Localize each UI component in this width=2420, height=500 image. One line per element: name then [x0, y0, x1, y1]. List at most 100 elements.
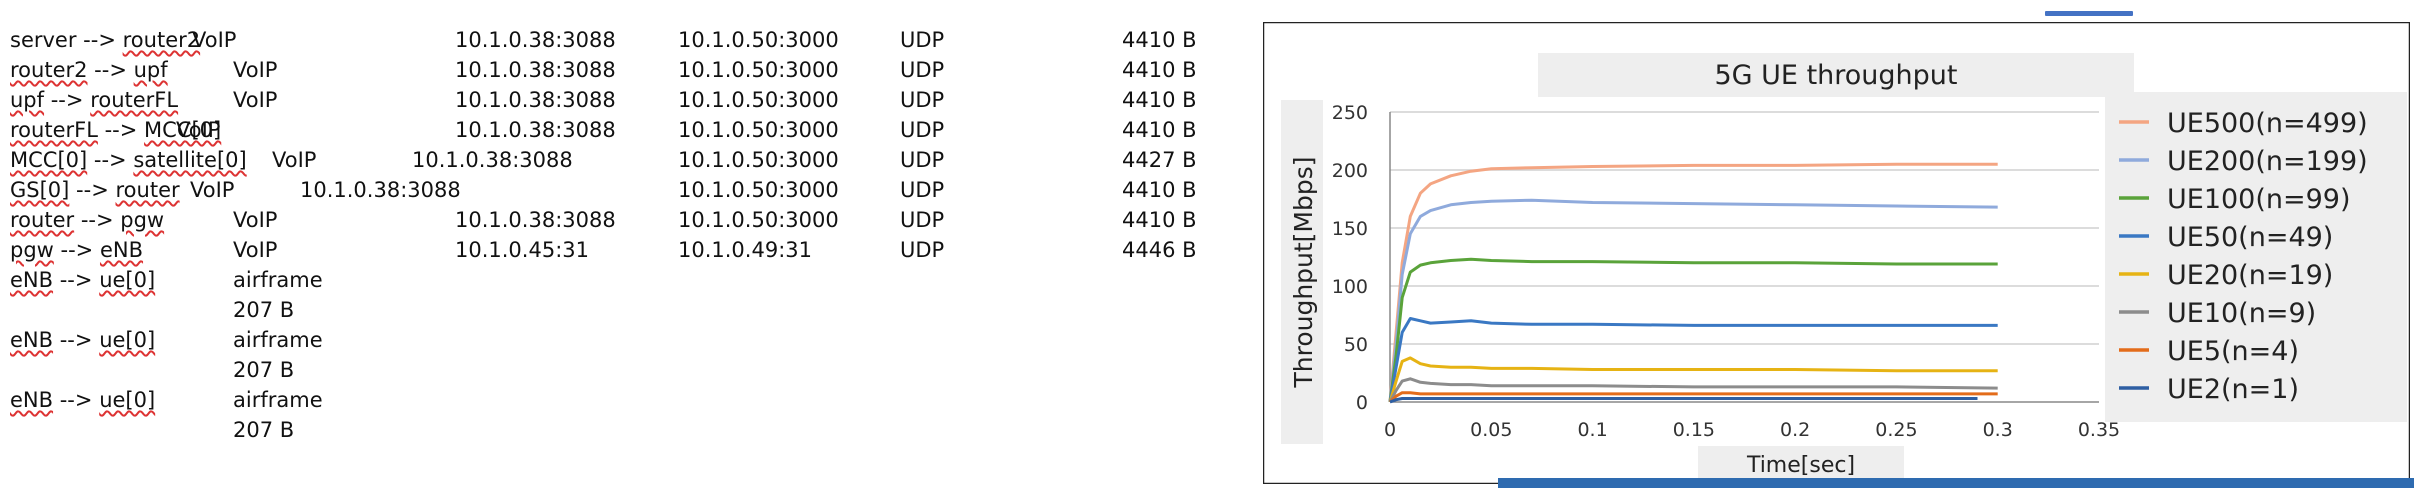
legend-label: UE5(n=4)	[2167, 336, 2299, 367]
log-link-word: router	[115, 178, 180, 202]
legend-box	[2105, 92, 2407, 422]
log-proto: UDP	[900, 28, 945, 52]
x-tick-label: 0.3	[1983, 419, 2013, 441]
log-link-word: pgw	[10, 238, 54, 262]
log-app: VoIP	[192, 28, 237, 52]
log-dst: 10.1.0.50:3000	[678, 178, 839, 202]
x-tick-label: 0.25	[1875, 419, 1917, 441]
log-link-word: eNB	[99, 238, 144, 262]
log-link-word: GS[0]	[10, 178, 70, 202]
log-link-word: -->	[59, 268, 93, 292]
legend-label: UE500(n=499)	[2167, 108, 2368, 139]
log-link: router --> pgw	[10, 210, 164, 231]
log-proto: UDP	[900, 208, 945, 232]
log-link-word: -->	[60, 238, 94, 262]
log-size: 207 B	[233, 418, 295, 442]
log-proto: UDP	[900, 58, 945, 82]
series-line	[1388, 391, 1998, 404]
log-size: 4410 B	[1122, 118, 1197, 142]
log-link: server --> router2	[10, 30, 200, 51]
xlabel-box	[1698, 446, 1904, 479]
log-link: upf --> routerFL	[10, 90, 178, 111]
x-tick-label: 0.2	[1780, 419, 1810, 441]
series-line	[1388, 198, 1998, 403]
y-tick-label: 150	[1332, 218, 1368, 240]
y-tick-label: 50	[1344, 334, 1368, 356]
legend: UE500(n=499) UE200(n=199) UE100(n=99) UE50(…	[2119, 108, 2368, 405]
x-tick-label: 0	[1384, 419, 1396, 441]
series-group	[1388, 162, 1998, 404]
log-link-word: upf	[133, 58, 168, 82]
log-link: eNB --> ue[0]	[10, 390, 155, 411]
log-src: 10.1.0.38:3088	[455, 88, 616, 112]
log-size: 4410 B	[1122, 178, 1197, 202]
log-size: 4410 B	[1122, 88, 1197, 112]
log-app: airframe	[233, 268, 323, 292]
x-axis-label: Time[sec]	[1746, 453, 1855, 478]
log-size: 4410 B	[1122, 28, 1197, 52]
log-link-word: ue[0]	[99, 268, 156, 292]
log-proto: UDP	[900, 148, 945, 172]
chart-svg: 5G UE throughput Throughput[Mbps] Time[s…	[1263, 22, 2410, 484]
legend-label: UE10(n=9)	[2167, 298, 2316, 329]
x-tick-label: 0.15	[1673, 419, 1715, 441]
log-link-word: eNB	[10, 328, 54, 352]
log-link-word: -->	[59, 388, 93, 412]
log-proto: UDP	[900, 88, 945, 112]
x-tick-label: 0.05	[1470, 419, 1512, 441]
log-link-word: eNB	[10, 268, 54, 292]
grid-lines	[1389, 111, 2099, 403]
log-dst: 10.1.0.50:3000	[678, 148, 839, 172]
log-link: eNB --> ue[0]	[10, 330, 155, 351]
ylabel-box	[1281, 100, 1323, 444]
log-app: VoIP	[272, 148, 317, 172]
log-link: routerFL --> MCC[0]	[10, 120, 221, 141]
log-link-word: -->	[94, 58, 127, 82]
series-line	[1388, 317, 1998, 403]
log-src: 10.1.0.38:3088	[455, 118, 616, 142]
log-link-word: MCC[0]	[10, 148, 88, 172]
log-app: VoIP	[176, 118, 221, 142]
log-link-word: satellite[0]	[133, 148, 247, 172]
y-tick-label: 0	[1356, 392, 1368, 414]
log-size: 4410 B	[1122, 208, 1197, 232]
log-link-word: MCC[0]	[144, 118, 222, 142]
y-tick-label: 250	[1332, 102, 1368, 124]
top-accent-bar	[2045, 11, 2133, 16]
log-dst: 10.1.0.50:3000	[678, 208, 839, 232]
log-app: airframe	[233, 328, 323, 352]
log-app: VoIP	[233, 238, 278, 262]
log-dst: 10.1.0.50:3000	[678, 88, 839, 112]
log-link-word: pgw	[120, 208, 165, 232]
series-line	[1388, 377, 1998, 403]
log-link-word: upf	[10, 88, 45, 112]
log-dst: 10.1.0.50:3000	[678, 118, 839, 142]
log-dst: 10.1.0.50:3000	[678, 58, 839, 82]
log-link-word: router2	[122, 28, 201, 52]
log-size: 4410 B	[1122, 58, 1197, 82]
throughput-chart: 5G UE throughput Throughput[Mbps] Time[s…	[1263, 22, 2410, 484]
log-link: eNB --> ue[0]	[10, 270, 155, 291]
log-link-word: routerFL	[90, 88, 179, 112]
log-link-word: routerFL	[10, 118, 98, 142]
log-link-word: -->	[59, 328, 93, 352]
log-app: VoIP	[190, 178, 235, 202]
log-size: 207 B	[233, 358, 295, 382]
log-src: 10.1.0.38:3088	[455, 58, 616, 82]
log-src: 10.1.0.45:31	[455, 238, 589, 262]
log-link-word: -->	[104, 118, 138, 142]
log-src: 10.1.0.38:3088	[412, 148, 573, 172]
log-link: MCC[0] --> satellite[0]	[10, 150, 247, 171]
log-link-word: ue[0]	[99, 328, 156, 352]
log-app: VoIP	[233, 208, 278, 232]
log-app: VoIP	[233, 88, 278, 112]
log-link-word: server	[10, 28, 77, 52]
log-size: 4446 B	[1122, 238, 1197, 262]
log-link-word: -->	[76, 178, 109, 202]
log-link-word: router	[10, 208, 75, 232]
legend-label: UE200(n=199)	[2167, 146, 2368, 177]
log-app: airframe	[233, 388, 323, 412]
packet-log: server --> router2 VoIP 10.1.0.38:3088 10.1…	[10, 28, 1197, 442]
log-link: GS[0] --> router	[10, 180, 180, 201]
log-link: pgw --> eNB	[10, 240, 143, 261]
